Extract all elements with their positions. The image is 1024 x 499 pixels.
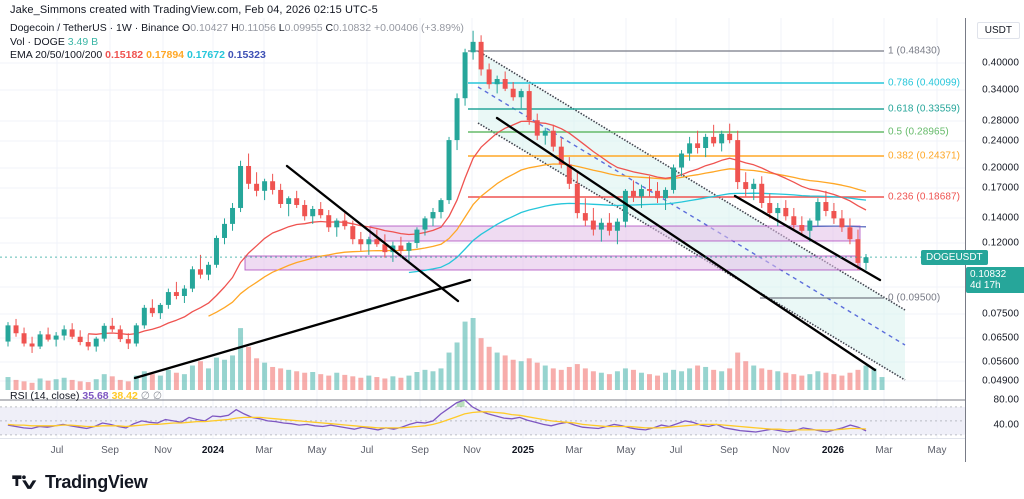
chart-canvas[interactable] — [0, 18, 965, 438]
price-tick-10: 0.06500 — [982, 332, 1019, 344]
current-price-value: 0.10832 — [970, 269, 1007, 280]
chart-svg — [0, 18, 965, 438]
legend-high-label: H — [231, 22, 239, 34]
rsi-empty-1: ∅ — [140, 390, 150, 402]
price-tick-12: 0.04900 — [982, 375, 1019, 387]
time-tick-0: Jul — [50, 445, 64, 456]
fib-label-1: 0.786 (0.40099) — [888, 77, 961, 89]
time-tick-7: Sep — [411, 445, 429, 456]
time-tick-11: May — [616, 445, 636, 456]
axis-corner — [965, 438, 1024, 462]
rsi-tick-1: 40.00 — [993, 419, 1019, 431]
price-tick-1: 0.34000 — [982, 84, 1019, 96]
price-tick-3: 0.24000 — [982, 135, 1019, 147]
time-tick-9: 2025 — [511, 445, 535, 456]
time-tick-1: Sep — [101, 445, 119, 456]
tradingview-wordmark: TradingView — [45, 472, 148, 492]
time-tick-8: Nov — [463, 445, 481, 456]
current-price-countdown: 4d 17h — [970, 280, 1001, 291]
fib-label-0: 1 (0.48430) — [888, 45, 941, 57]
fib-label-5: 0.236 (0.18687) — [888, 191, 961, 203]
chart-legend: Dogecoin / TetherUS · 1W · Binance O0.10… — [10, 22, 464, 63]
price-tick-7: 0.12000 — [982, 237, 1019, 249]
ticker-price-tag: DOGEUSDT — [921, 250, 988, 265]
time-tick-12: Jul — [669, 445, 683, 456]
legend-ema-label[interactable]: EMA 20/50/100/200 — [10, 49, 103, 61]
time-tick-2: Nov — [154, 445, 172, 456]
legend-close-value: 0.10832 — [333, 22, 372, 34]
time-tick-13: Sep — [720, 445, 738, 456]
time-axis[interactable]: Jul Sep Nov 2024 Mar May Jul Sep Nov 2025 Mar May Ju… — [0, 438, 965, 463]
time-tick-4: Mar — [255, 445, 273, 456]
legend-change: +0.00406 (+3.89%) — [374, 22, 464, 34]
current-price-label: 0.10832 4d 17h — [966, 267, 1024, 293]
legend-low-value: 0.09955 — [284, 22, 323, 34]
price-tick-6: 0.14000 — [982, 212, 1019, 224]
price-tick-0: 0.40000 — [982, 57, 1019, 69]
legend-volume-value: 3.49 B — [67, 35, 99, 48]
time-tick-16: Mar — [875, 445, 893, 456]
time-tick-10: Mar — [565, 445, 583, 456]
time-tick-6: Jul — [360, 445, 374, 456]
rsi-ma-value: 38.42 — [111, 390, 138, 402]
legend-exchange: Binance — [141, 22, 180, 34]
footer-bar — [0, 462, 1024, 499]
legend-high-value: 0.11056 — [238, 22, 276, 34]
time-tick-17: May — [927, 445, 947, 456]
rsi-empty-2: ∅ — [152, 390, 163, 402]
rsi-legend: RSI (14, close) 35.68 38.42 ∅ ∅ — [10, 390, 162, 402]
price-axis[interactable]: USDT 0.40000 0.34000 0.28000 0.24000 0.20000… — [965, 18, 1024, 438]
price-tick-11: 0.05600 — [982, 356, 1019, 368]
time-tick-3: 2024 — [201, 445, 225, 456]
rsi-value: 35.68 — [82, 390, 109, 402]
price-tick-9: 0.07500 — [982, 308, 1019, 320]
legend-ohlc-row: Dogecoin / TetherUS · 1W · Binance O0.10… — [10, 22, 464, 34]
price-tick-2: 0.28000 — [982, 115, 1019, 127]
rsi-tick-0: 80.00 — [993, 394, 1019, 406]
legend-symbol[interactable]: Dogecoin / TetherUS — [10, 22, 107, 34]
fib-label-2: 0.618 (0.33559) — [888, 103, 961, 115]
fib-label-4: 0.382 (0.24371) — [888, 150, 961, 162]
legend-volume-label[interactable]: Vol · DOGE — [10, 35, 65, 48]
time-tick-15: 2026 — [821, 445, 845, 456]
legend-interval[interactable]: 1W — [116, 22, 132, 34]
legend-ema200-value: 0.15323 — [227, 49, 266, 61]
legend-volume-row: Vol · DOGE 3.49 B — [10, 36, 464, 50]
legend-low-label: L — [278, 22, 285, 34]
legend-open-value: 0.10427 — [190, 22, 229, 34]
price-tick-5: 0.17000 — [982, 182, 1019, 194]
price-tick-4: 0.20000 — [982, 162, 1019, 174]
currency-label: USDT — [976, 22, 1020, 39]
time-tick-14: Nov — [772, 445, 790, 456]
legend-close-label: C — [325, 22, 334, 34]
attribution-text: Jake_Simmons created with TradingView.co… — [10, 4, 378, 16]
legend-open-label: O — [182, 22, 191, 34]
rsi-title[interactable]: RSI (14, close) — [10, 390, 80, 402]
legend-ema100-value: 0.17672 — [186, 49, 225, 61]
tradingview-logo[interactable]: TradingView — [12, 472, 148, 493]
tradingview-glyph-icon — [12, 475, 37, 489]
fib-label-3: 0.5 (0.28965) — [888, 126, 949, 138]
legend-ema-row: EMA 20/50/100/200 0.15182 0.17894 0.1767… — [10, 49, 464, 63]
fib-label-6: 0 (0.09500) — [888, 292, 941, 304]
legend-ema50-value: 0.17894 — [146, 49, 185, 61]
legend-ema20-value: 0.15182 — [105, 49, 144, 61]
time-tick-5: May — [307, 445, 327, 456]
